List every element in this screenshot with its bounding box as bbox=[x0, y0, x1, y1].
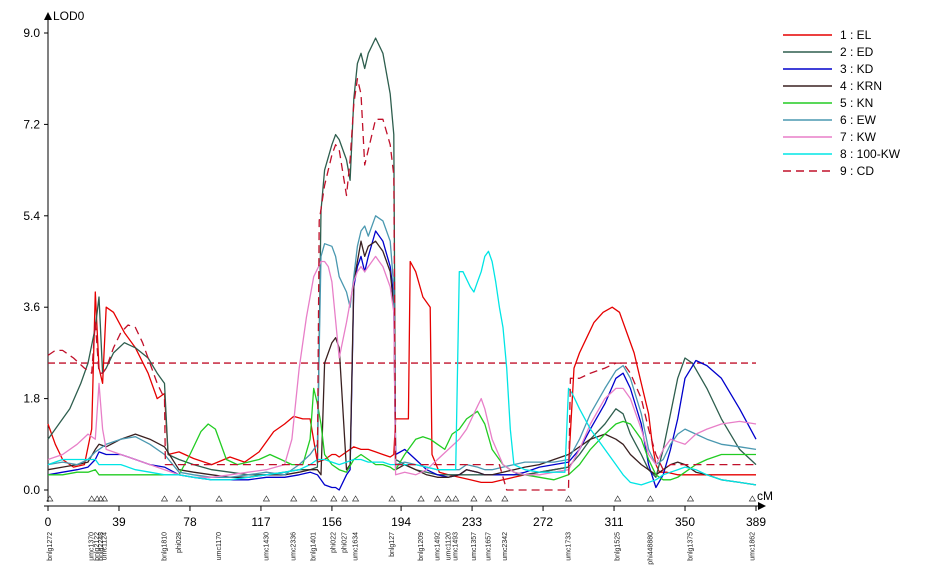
x-tick-label: 194 bbox=[391, 515, 411, 529]
y-axis-title: LOD0 bbox=[53, 9, 85, 23]
marker-label: umc1357 bbox=[471, 532, 478, 561]
series-line-cd bbox=[47, 78, 756, 491]
marker-triangle bbox=[175, 495, 183, 502]
marker-label: bnlg127 bbox=[389, 532, 396, 557]
series-layer bbox=[47, 37, 757, 491]
legend-label: 9 : CD bbox=[840, 164, 874, 178]
x-tick-label: 272 bbox=[533, 515, 553, 529]
series-line-el bbox=[47, 260, 756, 484]
marker-triangle bbox=[351, 495, 360, 502]
marker-triangle bbox=[215, 495, 223, 502]
y-tick-label: 5.4 bbox=[23, 209, 40, 223]
axes: LOD0 cM 0.0 1.8 3.6 5.4 7.2 9.0 0 39 78 117 156 194 23… bbox=[23, 9, 773, 565]
series-line-ew bbox=[47, 215, 757, 478]
marker-label: bnlg1272 bbox=[47, 532, 54, 561]
x-tick-label: 0 bbox=[45, 515, 52, 529]
series-line-kw bbox=[47, 255, 757, 478]
marker-triangle bbox=[452, 495, 460, 502]
legend-label: 1 : EL bbox=[840, 28, 872, 42]
legend-label: 4 : KRN bbox=[840, 79, 882, 93]
y-tick-label: 0.0 bbox=[23, 483, 40, 497]
marker-triangle bbox=[262, 495, 271, 502]
marker-label: umc1170 bbox=[216, 532, 223, 560]
series-line-krn bbox=[47, 240, 757, 486]
marker-label: phi028 bbox=[176, 532, 183, 553]
legend: 1 : EL 2 : ED 3 : KD 4 : KRN 5 : KN 6 : EW 7 :… bbox=[783, 28, 901, 178]
series-line-kn bbox=[48, 387, 756, 481]
marker-label: umc1634 bbox=[353, 532, 360, 561]
x-axis-title: cM bbox=[757, 489, 773, 503]
marker-triangle bbox=[97, 495, 105, 502]
marker-label: bnlg1810 bbox=[161, 532, 168, 561]
legend-label: 3 : KD bbox=[840, 62, 874, 76]
x-tick-label: 156 bbox=[322, 515, 342, 529]
marker-label: umc1862 bbox=[749, 532, 756, 561]
marker-triangle bbox=[748, 495, 756, 502]
marker-triangle bbox=[433, 495, 442, 502]
x-tick-label: 350 bbox=[675, 515, 695, 529]
marker-triangle bbox=[444, 495, 453, 502]
x-tick-label: 117 bbox=[251, 515, 270, 529]
y-tick-label: 3.6 bbox=[23, 300, 40, 314]
series-line-100-kw bbox=[47, 250, 757, 486]
x-tick-label: 78 bbox=[183, 515, 197, 529]
marker-triangle bbox=[564, 495, 573, 502]
marker-label: bnlg1375 bbox=[687, 532, 694, 561]
marker-triangle bbox=[46, 495, 54, 502]
y-tick-label: 1.8 bbox=[23, 392, 40, 406]
y-tick-label: 7.2 bbox=[23, 117, 40, 131]
marker-label: umc1120 bbox=[445, 532, 452, 560]
y-axis-arrow bbox=[44, 12, 52, 20]
marker-triangle bbox=[646, 495, 655, 502]
marker-label: bnlg2248 bbox=[98, 532, 105, 561]
marker-triangle bbox=[417, 495, 425, 502]
marker-label: bnlg1401 bbox=[311, 532, 318, 561]
marker-label: umc1430 bbox=[263, 532, 270, 561]
marker-triangle bbox=[686, 495, 695, 502]
marker-triangle bbox=[614, 495, 622, 502]
marker-triangle bbox=[88, 495, 96, 502]
marker-triangle bbox=[484, 495, 493, 502]
x-tick-label: 233 bbox=[462, 515, 482, 529]
marker-triangle bbox=[330, 495, 338, 502]
marker-label: umc2336 bbox=[291, 532, 298, 561]
marker-triangle bbox=[501, 495, 509, 502]
series-line-ed bbox=[47, 37, 757, 478]
marker-label: bnlg1525 bbox=[615, 532, 622, 561]
marker-label: umc1370 bbox=[89, 532, 96, 561]
legend-label: 5 : KN bbox=[840, 96, 873, 110]
x-tick-label: 311 bbox=[604, 515, 623, 529]
marker-triangle bbox=[470, 495, 478, 502]
x-tick-label: 39 bbox=[112, 515, 126, 529]
marker-triangle bbox=[93, 495, 101, 502]
marker-label: umc1124 bbox=[101, 532, 108, 560]
marker-triangle bbox=[160, 495, 169, 502]
x-axis-arrow bbox=[758, 502, 766, 510]
legend-label: 2 : ED bbox=[840, 45, 874, 59]
x-tick-label: 389 bbox=[746, 515, 766, 529]
marker-label: umc1493 bbox=[453, 532, 460, 561]
marker-triangle bbox=[290, 495, 298, 502]
marker-label: bnlg1209 bbox=[418, 532, 425, 561]
y-tick-label: 9.0 bbox=[23, 26, 40, 40]
legend-label: 6 : EW bbox=[840, 113, 877, 127]
legend-label: 7 : KW bbox=[840, 130, 877, 144]
marker-triangle bbox=[388, 495, 396, 502]
marker-label: phi448880 bbox=[647, 532, 654, 565]
marker-label: phi027 bbox=[342, 532, 349, 553]
legend-label: 8 : 100-KW bbox=[840, 147, 901, 161]
marker-label: umc1733 bbox=[566, 532, 573, 561]
marker-label: umc1657 bbox=[485, 532, 492, 561]
marker-label: phi022 bbox=[331, 532, 338, 553]
marker-triangle bbox=[310, 495, 318, 502]
marker-triangle bbox=[100, 495, 109, 502]
marker-label: umc1492 bbox=[434, 532, 441, 561]
marker-triangle bbox=[341, 495, 349, 502]
marker-label: bnlg2122 bbox=[94, 532, 101, 561]
marker-label: umc2342 bbox=[502, 532, 509, 561]
